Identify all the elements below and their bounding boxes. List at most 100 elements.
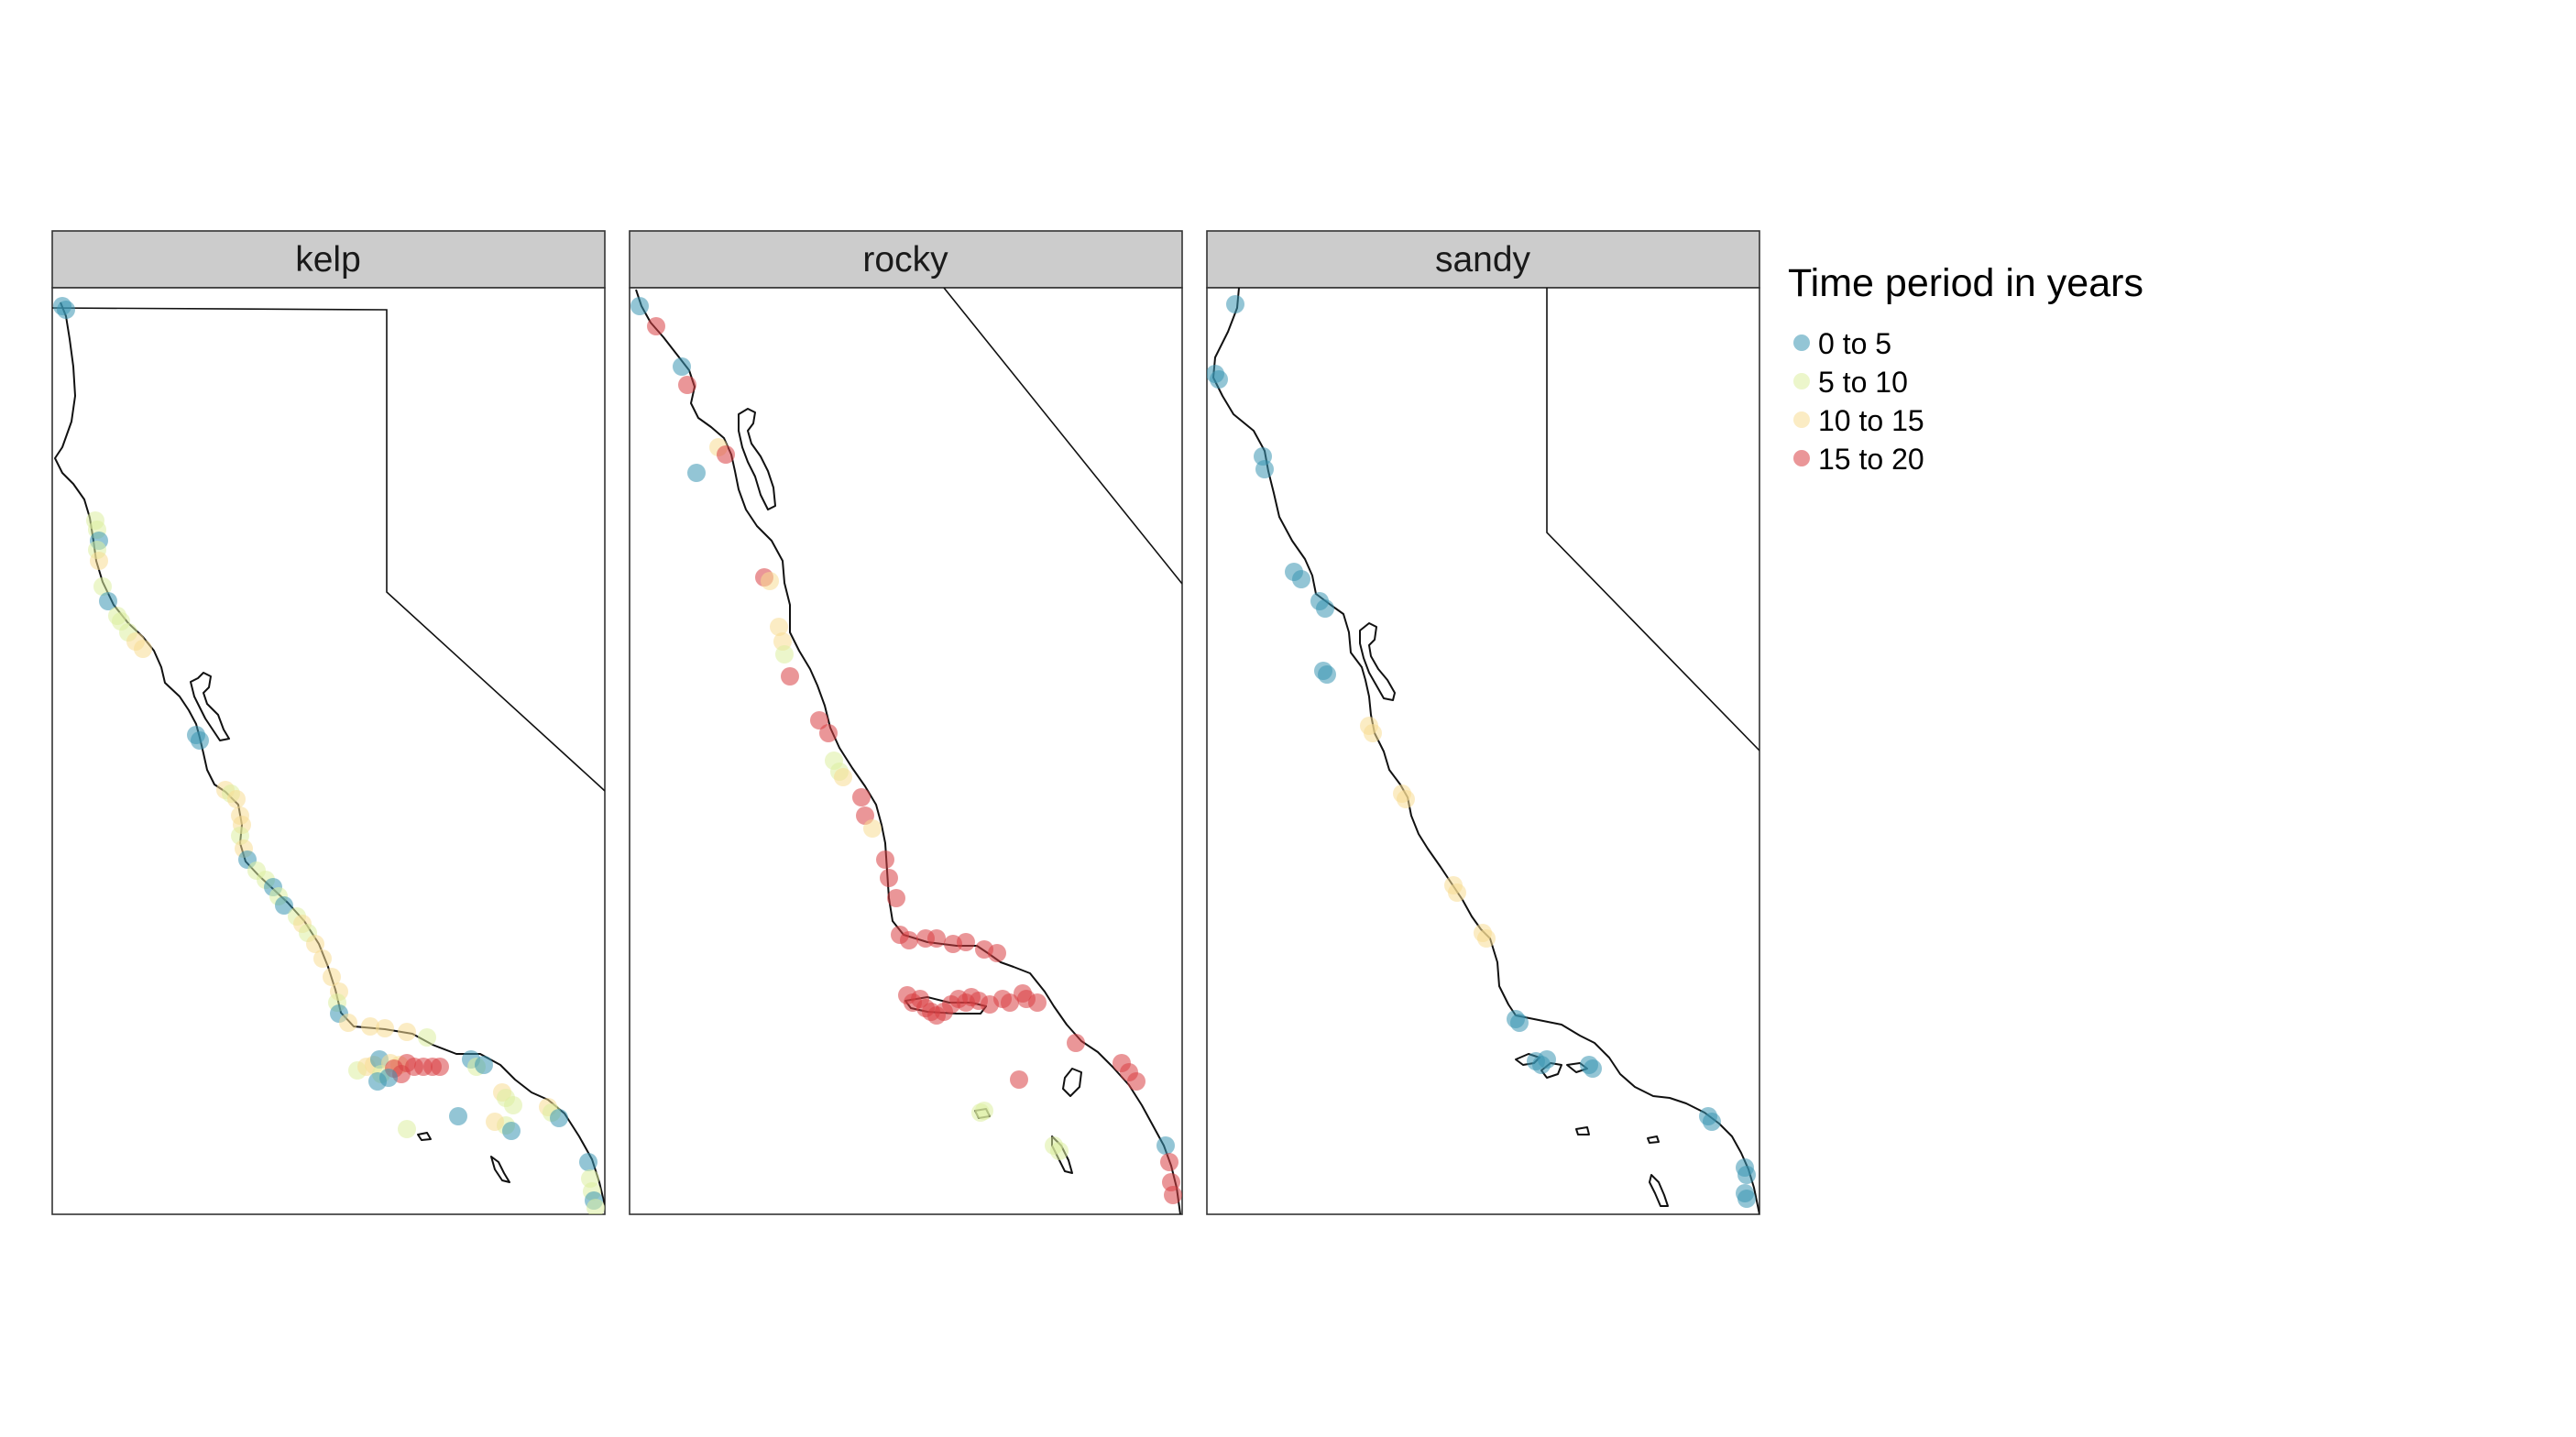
site-point-kelp-54 <box>431 1058 449 1076</box>
site-point-sandy-20 <box>1510 1014 1529 1032</box>
strip-label-sandy: sandy <box>1435 240 1531 280</box>
site-point-rocky-53 <box>1127 1072 1145 1091</box>
state-border-kelp <box>52 307 605 792</box>
site-point-kelp-42 <box>418 1028 436 1047</box>
site-point-sandy-27 <box>1703 1113 1721 1131</box>
panel-rocky: rocky <box>629 230 1183 1215</box>
site-point-rocky-58 <box>1050 1142 1069 1160</box>
site-point-rocky-22 <box>880 869 898 887</box>
site-point-rocky-49 <box>1028 993 1047 1012</box>
points-sandy <box>1207 295 1756 1208</box>
site-point-rocky-17 <box>834 768 852 786</box>
bay-kelp <box>190 672 230 741</box>
state-border-rocky <box>943 288 1182 585</box>
site-point-rocky-13 <box>810 711 828 729</box>
coastline-sandy <box>1212 288 1759 1214</box>
legend-item-15-to-20: 15 to 20 <box>1793 443 1924 476</box>
site-point-rocky-23 <box>887 889 905 907</box>
legend-label-0-to-5: 0 to 5 <box>1818 327 1891 360</box>
island-rocky-2 <box>1062 1068 1082 1097</box>
site-point-kelp-39 <box>361 1017 379 1036</box>
points-kelp <box>53 297 605 1214</box>
bay-rocky <box>738 408 776 510</box>
site-point-kelp-1 <box>53 297 71 315</box>
site-point-sandy-18 <box>1477 929 1496 948</box>
legend-title: Time period in years <box>1788 261 2143 305</box>
site-point-kelp-32 <box>306 935 324 953</box>
island-sandy-6 <box>1649 1174 1669 1207</box>
site-point-rocky-50 <box>1067 1034 1085 1052</box>
site-point-rocky-20 <box>863 819 882 838</box>
site-point-rocky-5 <box>717 445 735 464</box>
strip-label-kelp: kelp <box>295 240 361 280</box>
site-point-kelp-69 <box>398 1120 416 1138</box>
site-point-kelp-6 <box>90 552 108 570</box>
site-point-kelp-13 <box>134 640 152 658</box>
panel-sandy: sandy <box>1206 230 1760 1215</box>
site-point-kelp-41 <box>398 1023 416 1041</box>
site-point-kelp-7 <box>93 577 112 596</box>
island-sandy-4 <box>1575 1126 1590 1135</box>
site-point-rocky-12 <box>781 667 799 686</box>
strip-label-rocky: rocky <box>862 240 948 280</box>
site-point-kelp-67 <box>550 1109 568 1127</box>
site-point-kelp-68 <box>449 1107 467 1125</box>
site-point-sandy-16 <box>1448 883 1466 902</box>
site-point-rocky-46 <box>1001 993 1019 1012</box>
site-point-rocky-55 <box>971 1103 990 1122</box>
legend-key-5-to-10 <box>1793 373 1810 389</box>
site-point-sandy-31 <box>1737 1190 1756 1208</box>
site-point-kelp-71 <box>502 1122 521 1140</box>
map-frame-kelp <box>51 287 606 1215</box>
site-point-kelp-72 <box>486 1113 504 1131</box>
site-point-sandy-4 <box>1255 460 1274 478</box>
site-point-sandy-12 <box>1364 724 1382 742</box>
legend-item-0-to-5: 0 to 5 <box>1793 327 1891 360</box>
legend-label-15-to-20: 15 to 20 <box>1818 443 1924 476</box>
legend-item-10-to-15: 10 to 15 <box>1793 404 1924 437</box>
site-point-kelp-40 <box>376 1019 394 1037</box>
site-point-kelp-61 <box>475 1056 493 1074</box>
site-point-rocky-3 <box>678 376 696 394</box>
site-point-kelp-28 <box>275 896 293 915</box>
site-point-sandy-29 <box>1737 1166 1756 1184</box>
site-point-rocky-21 <box>876 850 894 869</box>
site-point-kelp-18 <box>227 790 246 808</box>
legend-key-0-to-5 <box>1793 335 1810 351</box>
site-point-kelp-34 <box>323 968 341 986</box>
island-kelp-1 <box>417 1132 432 1141</box>
site-point-rocky-18 <box>852 788 871 806</box>
site-point-rocky-0 <box>630 297 649 315</box>
site-point-kelp-73 <box>579 1153 597 1171</box>
legend-key-10-to-15 <box>1793 411 1810 428</box>
site-point-kelp-38 <box>339 1014 357 1032</box>
site-point-rocky-27 <box>927 929 946 948</box>
site-point-rocky-31 <box>988 944 1006 962</box>
site-point-sandy-14 <box>1397 790 1415 808</box>
bay-sandy <box>1359 622 1396 701</box>
site-point-kelp-58 <box>368 1072 387 1091</box>
legend-label-10-to-15: 10 to 15 <box>1818 404 1924 437</box>
site-point-sandy-25 <box>1584 1059 1602 1078</box>
site-point-sandy-6 <box>1292 570 1310 588</box>
site-point-rocky-25 <box>900 931 918 949</box>
legend-item-5-to-10: 5 to 10 <box>1793 366 1908 399</box>
legend: Time period in years 0 to 5 5 to 10 10 t… <box>1788 261 2143 476</box>
site-point-kelp-15 <box>191 731 209 750</box>
site-point-sandy-8 <box>1316 599 1334 618</box>
site-point-kelp-64 <box>504 1096 522 1114</box>
site-point-kelp-8 <box>99 592 117 610</box>
legend-label-5-to-10: 5 to 10 <box>1818 366 1908 399</box>
site-point-rocky-1 <box>647 317 665 335</box>
site-point-rocky-60 <box>1160 1153 1178 1171</box>
points-rocky <box>630 297 1182 1204</box>
strip-kelp <box>51 230 606 289</box>
site-point-sandy-2 <box>1210 370 1228 389</box>
site-point-rocky-14 <box>819 724 838 742</box>
map-frame-sandy <box>1206 287 1760 1215</box>
site-point-kelp-33 <box>313 949 332 968</box>
panel-kelp: kelp <box>51 230 606 1215</box>
site-point-rocky-29 <box>957 933 975 951</box>
site-point-sandy-23 <box>1538 1050 1556 1069</box>
map-layer-sandy <box>1212 288 1759 1214</box>
